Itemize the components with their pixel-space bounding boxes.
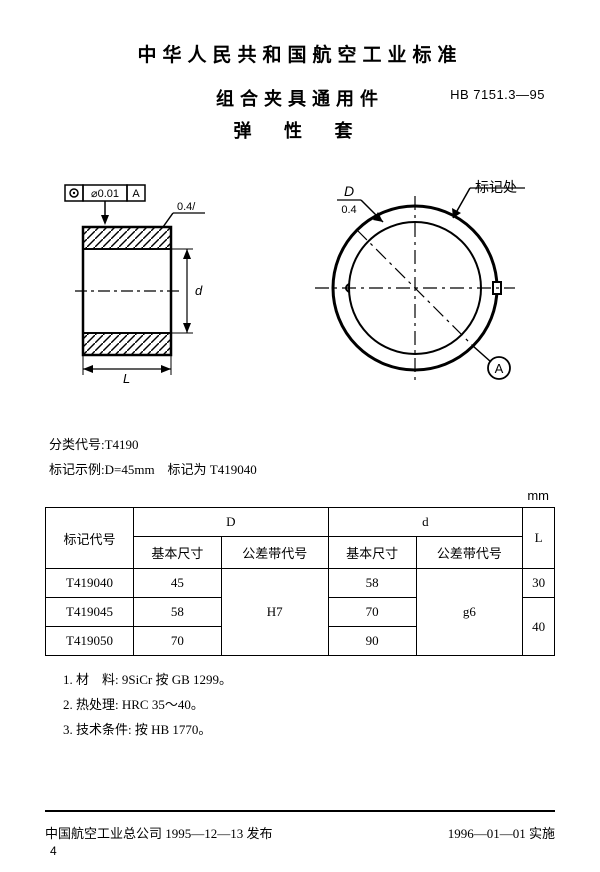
subtitle-1: 组合夹具通用件: [216, 85, 384, 111]
specification-text: 分类代号:T4190 标记示例:D=45mm 标记为 T419040: [49, 433, 555, 482]
dimension-l: L: [123, 371, 130, 383]
notes-list: 1. 材 料: 9SiCr 按 GB 1299。 2. 热处理: HRC 35～…: [63, 668, 555, 742]
cell-d: 45: [133, 569, 221, 598]
surface-finish-top: 0.4/: [177, 201, 196, 213]
fraction-d: D: [344, 183, 354, 199]
col-d-tol: 公差带代号: [221, 537, 328, 569]
engineering-diagram: ⌀0.01 A 0.4/ d: [55, 173, 545, 393]
table-row: T419040 45 H7 58 g6 30: [46, 569, 555, 598]
cell-d: 70: [133, 627, 221, 656]
col-l: L: [523, 508, 555, 569]
mark-location-label: 标记处: [475, 179, 517, 195]
cell-d: 58: [133, 598, 221, 627]
col-d-upper: D: [133, 508, 328, 537]
subtitle-2: 弹 性 套: [45, 117, 555, 143]
side-view-diagram: ⌀0.01 A 0.4/ d: [55, 183, 235, 383]
standard-code: HB 7151.3—95: [450, 87, 545, 102]
unit-label: mm: [45, 488, 549, 503]
cell-dd: 70: [328, 598, 416, 627]
col-dd-basic: 基本尺寸: [328, 537, 416, 569]
cell-l: 40: [523, 598, 555, 656]
cell-code: T419045: [46, 598, 134, 627]
footer-divider: [45, 810, 555, 812]
footer-publish: 中国航空工业总公司 1995—12—13 发布: [45, 823, 273, 842]
cell-dd: 90: [328, 627, 416, 656]
page-number: 4: [50, 844, 57, 858]
cell-l: 30: [523, 569, 555, 598]
tolerance-value: ⌀0.01: [91, 188, 119, 200]
dimension-table: 标记代号 D d L 基本尺寸 公差带代号 基本尺寸 公差带代号 T419040…: [45, 507, 555, 656]
cell-code: T419040: [46, 569, 134, 598]
cell-d-tol: H7: [221, 569, 328, 656]
front-view-diagram: 标记处 D 0.4 A: [305, 178, 545, 388]
col-d-lower: d: [328, 508, 523, 537]
datum-a-label: A: [132, 188, 140, 200]
col-dd-tol: 公差带代号: [416, 537, 523, 569]
col-code: 标记代号: [46, 508, 134, 569]
page-title: 中华人民共和国航空工业标准: [45, 40, 555, 67]
note-heat: 2. 热处理: HRC 35～40。: [63, 693, 555, 718]
cell-dd: 58: [328, 569, 416, 598]
note-tech: 3. 技术条件: 按 HB 1770。: [63, 718, 555, 743]
class-code: 分类代号:T4190: [49, 433, 555, 458]
marking-example: 标记示例:D=45mm 标记为 T419040: [49, 458, 555, 483]
cell-dd-tol: g6: [416, 569, 523, 656]
subtitle-row: 组合夹具通用件 HB 7151.3—95: [45, 85, 555, 111]
col-d-basic: 基本尺寸: [133, 537, 221, 569]
footer-effective: 1996—01—01 实施: [448, 823, 555, 842]
note-material: 1. 材 料: 9SiCr 按 GB 1299。: [63, 668, 555, 693]
footer: 中国航空工业总公司 1995—12—13 发布 1996—01—01 实施: [45, 823, 555, 842]
datum-circle-a: A: [495, 361, 504, 376]
cell-code: T419050: [46, 627, 134, 656]
dimension-d: d: [195, 283, 203, 298]
fraction-bot: 0.4: [341, 204, 356, 216]
